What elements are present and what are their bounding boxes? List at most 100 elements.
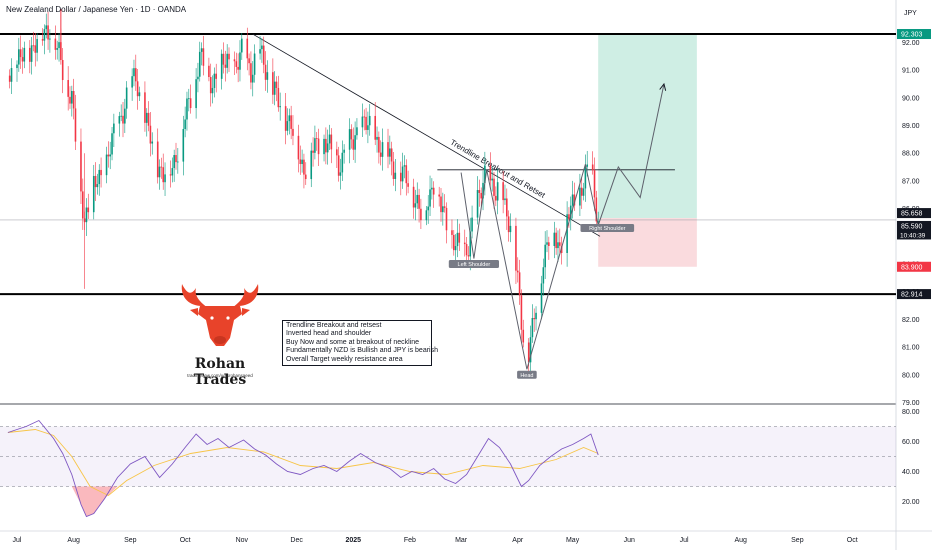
candle bbox=[301, 159, 303, 165]
candle bbox=[412, 186, 415, 208]
candle bbox=[275, 81, 278, 88]
candle bbox=[34, 45, 37, 53]
candle bbox=[208, 65, 210, 78]
candle bbox=[432, 187, 435, 195]
candle bbox=[336, 149, 338, 156]
candle bbox=[286, 121, 289, 131]
candle bbox=[571, 194, 574, 206]
candle bbox=[553, 232, 556, 247]
note-line: Overall Target weekly resistance area bbox=[286, 355, 403, 363]
candle bbox=[67, 80, 69, 97]
candle bbox=[431, 187, 433, 190]
candle bbox=[326, 143, 329, 153]
candle bbox=[224, 64, 227, 68]
candle bbox=[546, 242, 548, 245]
candle bbox=[445, 207, 448, 231]
candle bbox=[527, 342, 530, 363]
candle bbox=[427, 206, 430, 211]
candle bbox=[515, 225, 517, 271]
countdown-tag bbox=[897, 230, 931, 240]
note-line: Fundamentally NZD is Bullish and JPY is … bbox=[286, 347, 438, 355]
candle bbox=[158, 166, 161, 178]
candle bbox=[304, 174, 307, 180]
candle bbox=[47, 25, 49, 40]
candle bbox=[80, 141, 82, 192]
candle bbox=[61, 59, 64, 81]
candle bbox=[94, 175, 97, 188]
candle bbox=[8, 75, 11, 82]
candle bbox=[399, 172, 402, 182]
candle bbox=[279, 106, 281, 108]
candle bbox=[535, 312, 537, 320]
price-tag bbox=[897, 29, 931, 40]
candle bbox=[288, 115, 291, 122]
candle bbox=[175, 155, 177, 163]
candle bbox=[540, 283, 543, 313]
candle bbox=[390, 148, 393, 162]
candle bbox=[443, 206, 446, 208]
candle bbox=[233, 59, 236, 62]
candle bbox=[111, 133, 113, 155]
candle bbox=[522, 329, 525, 343]
trendline bbox=[252, 33, 601, 237]
candle bbox=[502, 182, 504, 201]
chart-title: New Zealand Dollar / Japanese Yen · 1D ·… bbox=[6, 5, 187, 14]
candle bbox=[81, 191, 84, 219]
candle bbox=[420, 208, 422, 221]
price-tick-label: 88.00 bbox=[902, 151, 920, 158]
note-line: Trendline Breakout and retsest bbox=[286, 322, 382, 329]
candle bbox=[569, 205, 572, 220]
candle bbox=[220, 53, 223, 79]
candle bbox=[339, 172, 342, 176]
candle bbox=[354, 135, 356, 150]
candle bbox=[195, 79, 197, 109]
candle bbox=[416, 194, 419, 204]
candle bbox=[478, 190, 481, 193]
candle bbox=[149, 125, 152, 144]
time-tick-label: Apr bbox=[512, 537, 524, 544]
price-tick-label: 87.00 bbox=[902, 178, 920, 185]
candle bbox=[465, 244, 468, 256]
time-tick-label: Feb bbox=[404, 537, 416, 544]
brand-url: tradingview.com/u/itsrohansaeed bbox=[187, 373, 253, 378]
candle bbox=[71, 90, 73, 104]
candle bbox=[482, 182, 484, 199]
candle bbox=[376, 136, 378, 140]
candle bbox=[239, 52, 241, 70]
candle bbox=[151, 141, 154, 144]
candle bbox=[312, 150, 314, 153]
candle bbox=[290, 115, 292, 129]
candle bbox=[356, 127, 358, 136]
pattern-label: Head bbox=[520, 373, 533, 379]
price-tag bbox=[897, 220, 931, 231]
candle bbox=[41, 39, 44, 41]
time-tick-label: Dec bbox=[290, 537, 303, 544]
rsi-tick-label: 60.00 bbox=[902, 439, 920, 446]
time-tick-label: Aug bbox=[734, 537, 747, 544]
candle bbox=[266, 72, 269, 80]
candle bbox=[43, 29, 46, 41]
time-tick-label: Oct bbox=[847, 537, 858, 544]
candle bbox=[368, 115, 371, 126]
candle bbox=[507, 216, 510, 233]
analysis-note: Trendline Breakout and retsest Inverted … bbox=[282, 320, 438, 367]
rsi-tick-label: 20.00 bbox=[902, 499, 920, 506]
candle bbox=[418, 194, 420, 209]
price-tag-label: 82.914 bbox=[901, 292, 923, 299]
candle bbox=[105, 154, 108, 176]
candle bbox=[317, 138, 320, 155]
candle bbox=[591, 164, 594, 171]
candle bbox=[367, 125, 369, 130]
candle bbox=[516, 270, 519, 273]
candle bbox=[469, 231, 472, 257]
candle bbox=[361, 116, 364, 128]
candle bbox=[177, 161, 179, 163]
price-tick-label: 90.00 bbox=[902, 95, 920, 102]
candle bbox=[387, 142, 389, 157]
candle bbox=[352, 139, 355, 150]
countdown-label: 10:40:39 bbox=[900, 232, 926, 239]
candle bbox=[586, 164, 589, 167]
candle bbox=[198, 51, 201, 77]
